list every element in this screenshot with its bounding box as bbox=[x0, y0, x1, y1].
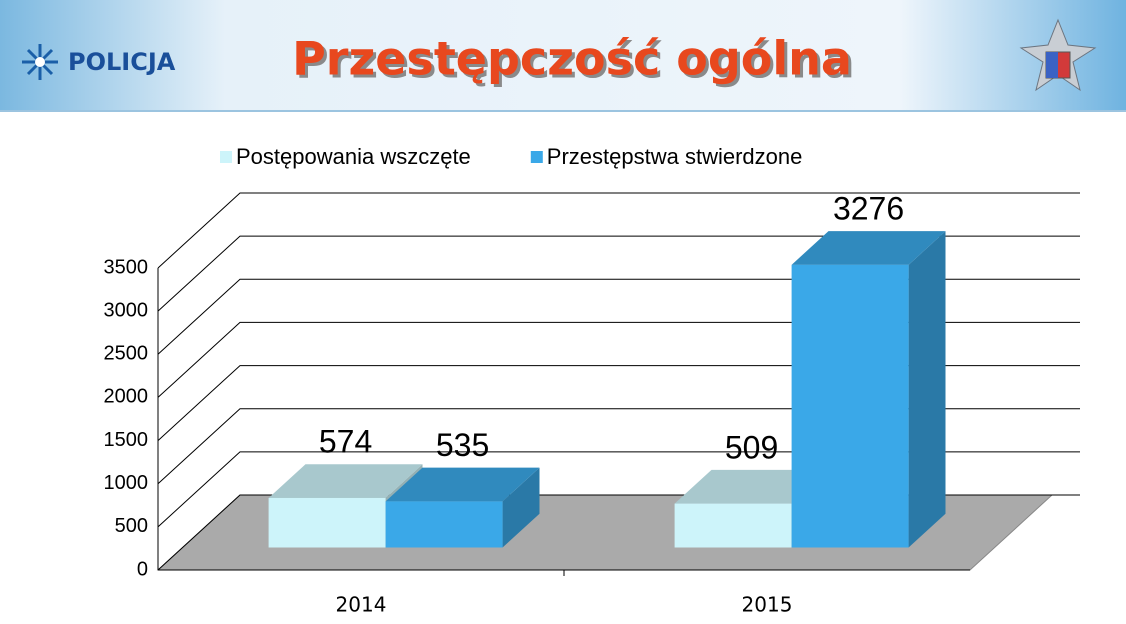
y-tick-label: 1500 bbox=[104, 429, 149, 451]
y-tick-label: 3000 bbox=[104, 299, 149, 321]
value-label: 535 bbox=[436, 427, 489, 463]
legend-label: Postępowania wszczęte bbox=[236, 144, 471, 169]
bar bbox=[674, 469, 829, 548]
bar-side bbox=[908, 231, 946, 548]
header-band bbox=[0, 0, 1126, 110]
y-tick-label: 0 bbox=[137, 558, 148, 580]
y-tick-label: 3500 bbox=[104, 256, 149, 278]
x-tick-label: 2015 bbox=[742, 593, 793, 617]
bar-top bbox=[674, 469, 829, 504]
title-shadow: Przestępczość ogólna bbox=[295, 35, 855, 89]
bar bbox=[791, 231, 946, 548]
bar-front bbox=[791, 264, 909, 548]
value-label: 509 bbox=[725, 429, 778, 465]
value-label: 574 bbox=[319, 424, 372, 460]
legend-swatch bbox=[530, 151, 543, 163]
bar-top bbox=[791, 231, 946, 265]
grid-line bbox=[157, 192, 1080, 269]
bar-top bbox=[268, 464, 423, 498]
bar-front bbox=[674, 503, 792, 548]
x-tick-label: 2014 bbox=[336, 593, 387, 617]
slide-title: Przestępczość ogólna bbox=[292, 32, 852, 86]
bar-front bbox=[268, 497, 386, 548]
bar-top bbox=[385, 467, 540, 502]
logo-text: POLICJA bbox=[68, 48, 176, 76]
bar-side bbox=[502, 467, 540, 548]
bar-front bbox=[385, 501, 503, 548]
value-label: 3276 bbox=[833, 191, 904, 227]
grid-line bbox=[157, 235, 1080, 312]
y-tick-label: 1000 bbox=[104, 472, 149, 494]
bar bbox=[385, 467, 540, 548]
logo-center bbox=[35, 57, 45, 67]
emblem bbox=[1019, 18, 1097, 92]
y-tick-label: 2000 bbox=[104, 386, 149, 408]
y-tick-label: 500 bbox=[115, 515, 148, 537]
y-tick-label: 2500 bbox=[104, 343, 149, 365]
legend-swatch bbox=[220, 151, 232, 163]
legend-label: Przestępstwa stwierdzone bbox=[547, 144, 803, 169]
